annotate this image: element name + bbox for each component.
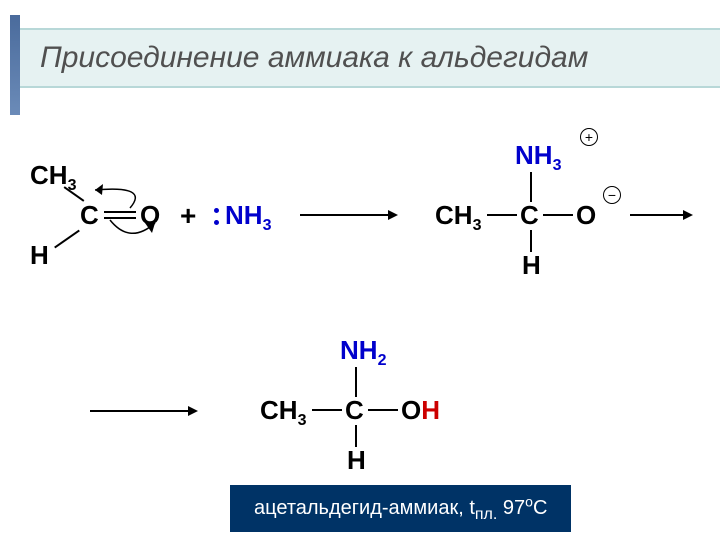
footer-text: ацетальдегид-аммиак, tпл. 97oC (254, 497, 547, 519)
reactant-c: C (80, 200, 99, 231)
reaction-diagram: CH3 C O H + NH3 NH3 + CH3 C O − H (20, 120, 700, 520)
intermediate-o: O (576, 200, 596, 231)
arrow-1-head (388, 210, 398, 220)
bond-c-o-2 (104, 217, 136, 219)
bond-int-c-h (530, 230, 532, 252)
product-oh: OH (401, 395, 440, 426)
reactant-h: H (30, 240, 49, 271)
plus-sign: + (180, 200, 196, 232)
bond-int-ch3-c (487, 214, 517, 216)
bond-h-c (54, 230, 80, 249)
arrow-2 (630, 214, 685, 216)
product-nh2: NH2 (340, 335, 386, 370)
reactant-o: O (140, 200, 160, 231)
arrow-3-head (188, 406, 198, 416)
side-accent (10, 15, 20, 115)
product-ch3: CH3 (260, 395, 306, 430)
title-text: Присоединение аммиака к альдегидам (40, 41, 588, 75)
bond-int-c-o (543, 214, 573, 216)
lone-pair-1 (214, 208, 219, 213)
reactant-nh3: NH3 (225, 200, 271, 235)
bond-prod-c-n (355, 367, 357, 397)
product-h: H (347, 445, 366, 476)
arrow-1 (300, 214, 390, 216)
product-c: C (345, 395, 364, 426)
bond-c-o-1 (104, 211, 136, 213)
arrow-3 (90, 410, 190, 412)
lone-pair-2 (214, 220, 219, 225)
bond-prod-c-o (368, 409, 398, 411)
intermediate-h: H (522, 250, 541, 281)
bond-prod-ch3-c (312, 409, 342, 411)
intermediate-nh3: NH3 (515, 140, 561, 175)
intermediate-ch3: CH3 (435, 200, 481, 235)
charge-minus: − (603, 186, 621, 204)
intermediate-c: C (520, 200, 539, 231)
bond-int-c-n (530, 172, 532, 202)
arrow-2-head (683, 210, 693, 220)
title-bar: Присоединение аммиака к альдегидам (20, 28, 720, 88)
bond-prod-c-h (355, 425, 357, 447)
footer-box: ацетальдегид-аммиак, tпл. 97oC (230, 485, 571, 532)
charge-plus: + (580, 128, 598, 146)
